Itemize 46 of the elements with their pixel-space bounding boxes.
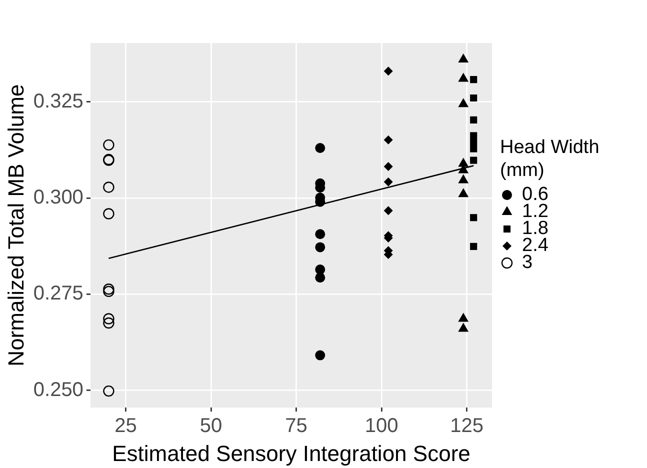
- point: [103, 286, 114, 298]
- point: [470, 116, 478, 124]
- point: [315, 142, 326, 153]
- point: [384, 162, 393, 171]
- point: [470, 94, 478, 102]
- x-tick-label: 125: [450, 415, 484, 438]
- point: [103, 139, 114, 151]
- point: [458, 54, 469, 63]
- y-axis-title: Normalized Total MB Volume: [3, 84, 28, 366]
- legend-title: Head Width (mm): [500, 136, 600, 182]
- point: [103, 385, 114, 397]
- point: [315, 242, 326, 252]
- x-tick-label: 50: [200, 415, 222, 438]
- point: [384, 206, 393, 216]
- point: [470, 132, 478, 140]
- point: [103, 284, 114, 295]
- point: [458, 188, 469, 198]
- point: [470, 76, 478, 84]
- point: [384, 66, 393, 76]
- x-axis-title: Estimated Sensory Integration Score: [112, 440, 470, 466]
- point: [384, 177, 393, 186]
- point: [470, 156, 478, 164]
- y-tick-label: 0.300: [33, 186, 84, 209]
- x-tick-label: 75: [285, 415, 308, 438]
- point: [470, 242, 478, 250]
- y-tick-label: 0.275: [33, 282, 84, 305]
- y-tick-label: 0.250: [33, 378, 84, 401]
- point: [103, 313, 114, 324]
- point: [103, 208, 114, 220]
- point: [103, 317, 114, 329]
- point: [458, 98, 469, 108]
- point: [384, 135, 393, 144]
- point: [470, 145, 478, 152]
- x-tick-label: 100: [364, 415, 398, 438]
- point: [315, 350, 326, 360]
- point: [470, 214, 478, 222]
- y-tick-label: 0.325: [33, 90, 84, 112]
- point: [458, 174, 469, 184]
- x-tick-label: 25: [114, 415, 137, 438]
- point: [458, 158, 469, 167]
- point: [458, 72, 469, 82]
- point: [470, 138, 478, 146]
- point: [315, 229, 326, 240]
- point: [315, 272, 326, 283]
- point: [103, 182, 114, 193]
- point: [315, 264, 326, 275]
